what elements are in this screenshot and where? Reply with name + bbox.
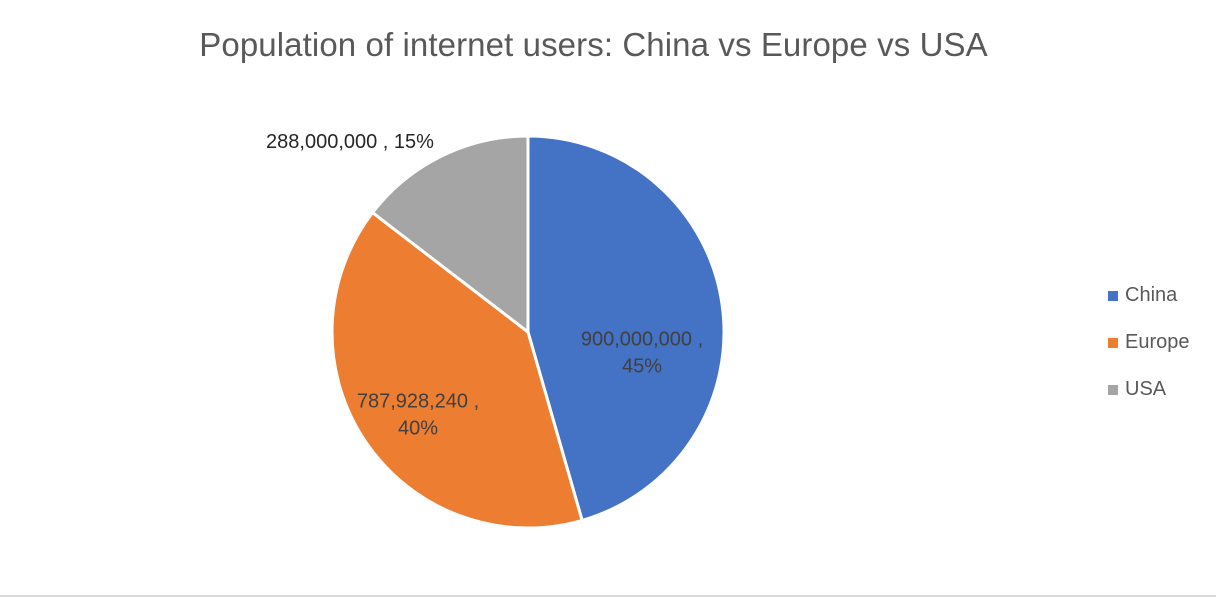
legend-label-europe: Europe <box>1125 331 1190 353</box>
legend-item-usa: USA <box>1108 366 1190 413</box>
data-label-line: 40% <box>398 418 438 440</box>
legend-item-china: China <box>1108 272 1190 319</box>
legend-item-europe: Europe <box>1108 319 1190 366</box>
legend: China Europe USA <box>1108 272 1190 413</box>
chart-title: Population of internet users: China vs E… <box>199 26 988 63</box>
pie-slice-europe <box>330 211 584 530</box>
legend-swatch-usa <box>1108 384 1118 395</box>
legend-label-usa: USA <box>1125 378 1167 400</box>
legend-label-china: China <box>1125 284 1178 306</box>
data-label-line: 900,000,000 , <box>581 329 703 351</box>
data-label-europe: 787,928,240 , 40% <box>357 391 479 440</box>
legend-swatch-europe <box>1108 337 1118 348</box>
data-label-line: 288,000,000 , 15% <box>266 131 434 153</box>
data-label-line: 787,928,240 , <box>357 391 479 413</box>
legend-swatch-china <box>1108 290 1118 301</box>
pie-slice-china <box>526 134 726 522</box>
data-label-china: 900,000,000 , 45% <box>581 329 703 378</box>
pie-slice-usa <box>371 134 530 334</box>
data-label-usa: 288,000,000 , 15% <box>266 131 434 153</box>
data-label-line: 45% <box>622 356 662 378</box>
